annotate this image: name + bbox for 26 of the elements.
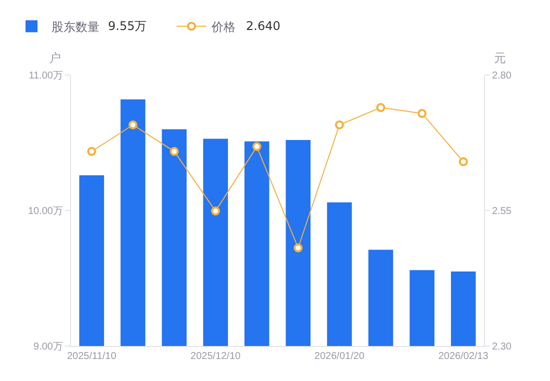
y2-axis-title: 元 [494, 51, 506, 65]
y-tick-label: 11.00万 [28, 70, 63, 82]
y-tick-label: 10.00万 [28, 206, 63, 217]
text: 9.55万 [108, 19, 147, 33]
point [376, 103, 386, 112]
y-tick-label: 9.00万 [34, 342, 63, 352]
x-tick-label: 2026/02/13 [438, 351, 489, 362]
x-tick-label: 2026/01/20 [314, 351, 365, 362]
point [252, 142, 262, 152]
point [87, 146, 96, 156]
x-tick-label: 2025/12/10 [190, 351, 242, 362]
point [334, 120, 344, 130]
text: 2.640 [246, 19, 280, 33]
point [418, 108, 427, 118]
x-tick-label: 2025/11/10 [66, 351, 117, 362]
y2-tick-label: 2.80 [492, 70, 512, 82]
legend-label: 股东数量 [52, 20, 100, 34]
point [294, 243, 303, 252]
legend-label: 价格 [210, 20, 236, 34]
point [211, 206, 220, 216]
y2-tick-label: 2.55 [492, 206, 512, 217]
point [458, 157, 468, 166]
y2-tick-label: 2.30 [492, 342, 512, 352]
point [170, 146, 179, 156]
y-axis-title: 户 [49, 51, 61, 65]
point [128, 120, 138, 130]
